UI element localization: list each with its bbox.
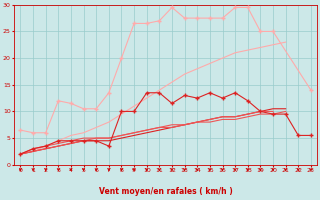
X-axis label: Vent moyen/en rafales ( km/h ): Vent moyen/en rafales ( km/h ) xyxy=(99,187,233,196)
